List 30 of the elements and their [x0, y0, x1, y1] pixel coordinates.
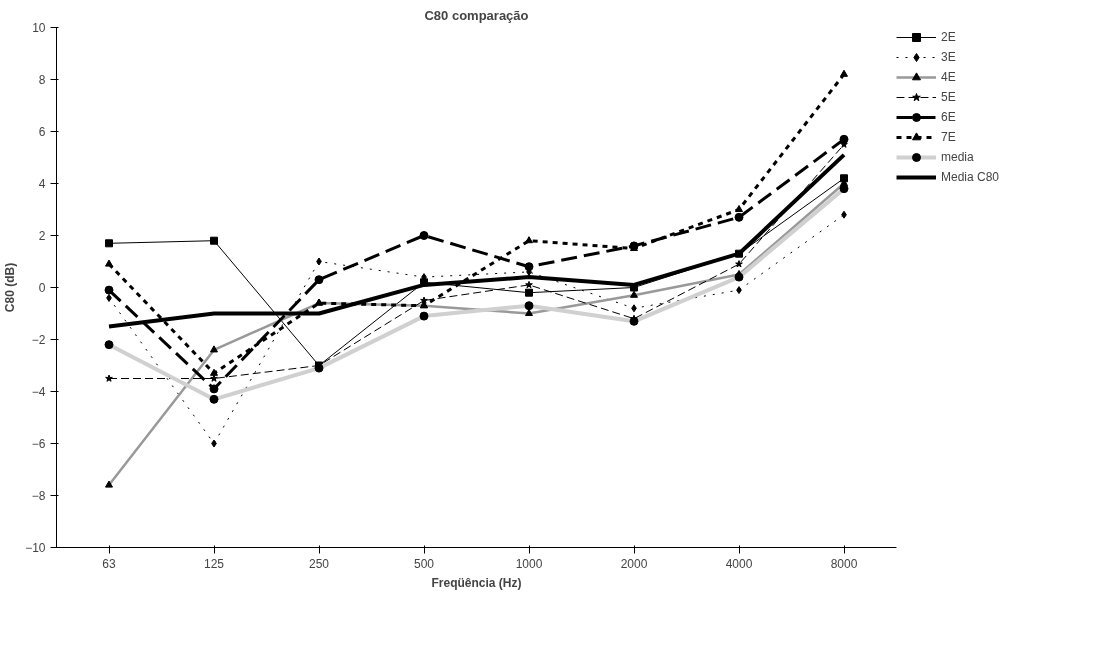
y-tick-label: −6 — [31, 437, 46, 451]
y-tick-label: 10 — [32, 21, 46, 35]
legend-label: 7E — [941, 130, 957, 144]
x-tick-label: 4000 — [725, 556, 753, 571]
y-tick-label: 0 — [38, 281, 46, 295]
y-axis-title: C80 (dB) — [3, 262, 18, 313]
x-tick-label: 63 — [102, 556, 116, 571]
legend-label: media — [941, 150, 974, 164]
legend-label: 4E — [941, 70, 957, 84]
y-tick-label: 6 — [38, 125, 46, 139]
y-tick-label: −4 — [31, 385, 46, 399]
legend-label: 2E — [941, 30, 957, 44]
x-tick-label: 8000 — [830, 556, 858, 571]
y-tick-label: −8 — [31, 489, 46, 503]
legend-label: Media C80 — [941, 170, 1000, 184]
chart-title: C80 comparação — [424, 7, 529, 23]
x-tick-label: 125 — [203, 556, 225, 571]
x-tick-label: 500 — [413, 556, 435, 571]
x-tick-label: 2000 — [620, 556, 648, 571]
y-tick-label: 8 — [38, 73, 46, 87]
x-axis-title: Freqüência (Hz) — [431, 575, 522, 590]
x-tick-label: 250 — [308, 556, 330, 571]
y-tick-label: 2 — [38, 229, 46, 243]
y-tick-label: 4 — [38, 177, 46, 191]
legend-label: 6E — [941, 110, 957, 124]
legend-label: 3E — [941, 50, 957, 64]
y-tick-label: −2 — [31, 333, 46, 347]
legend-label: 5E — [941, 90, 957, 104]
y-tick-label: −10 — [25, 541, 46, 555]
x-tick-label: 1000 — [515, 556, 543, 571]
